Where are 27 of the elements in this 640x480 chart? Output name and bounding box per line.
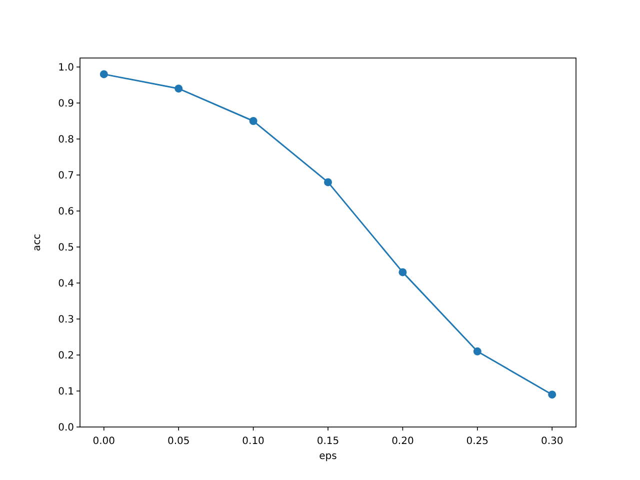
y-tick-label: 0.8 — [58, 134, 74, 146]
point — [174, 84, 183, 93]
y-tick-label: 0.5 — [58, 242, 74, 254]
point — [249, 117, 258, 125]
x-tick-label: 0.10 — [242, 436, 264, 447]
y-tick-label: 0.1 — [58, 386, 74, 398]
x-tick-label: 0.15 — [316, 436, 340, 447]
x-axis-title: eps — [319, 451, 337, 462]
x-tick-label: 0.00 — [92, 436, 116, 447]
y-tick-label: 0.6 — [58, 206, 74, 218]
x-tick-label: 0.30 — [540, 436, 564, 447]
y-tick-label: 0.4 — [58, 278, 74, 290]
x-tick-label: 0.25 — [466, 436, 489, 447]
y-tick-label: 0.9 — [58, 98, 74, 110]
x-tick-label: 0.05 — [167, 436, 190, 447]
y-tick-label: 0.3 — [58, 314, 74, 326]
point — [398, 268, 407, 276]
y-tick-label: 0.0 — [58, 422, 74, 434]
y-axis-title: acc — [32, 234, 43, 252]
x-tick-label: 0.20 — [392, 436, 414, 447]
y-tick-label: 0.7 — [58, 170, 74, 182]
point — [548, 390, 556, 399]
point — [473, 347, 482, 356]
y-tick-label: 1.0 — [58, 62, 74, 74]
point — [324, 178, 332, 186]
y-tick-label: 0.2 — [58, 350, 74, 362]
point — [100, 70, 108, 78]
